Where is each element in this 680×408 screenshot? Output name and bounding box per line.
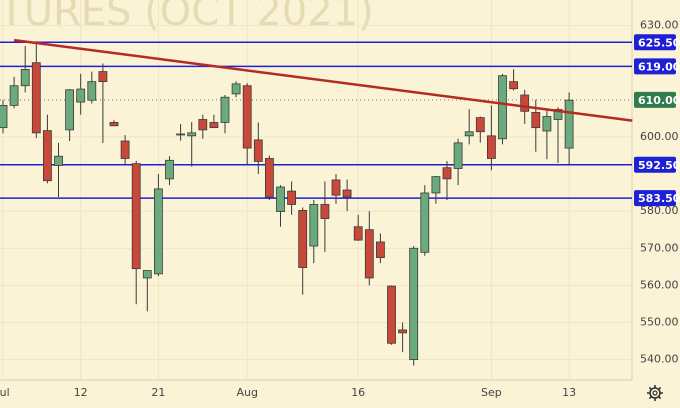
- y-tick-label: 600.00: [640, 130, 679, 143]
- price-badge-label: 610.00: [638, 94, 680, 107]
- price-badge: [634, 58, 676, 75]
- candle-body: [464, 131, 474, 137]
- price-badge-label: 592.50: [638, 159, 680, 172]
- candle-body: [31, 62, 41, 134]
- price-badge: [634, 91, 676, 108]
- y-tick-label: 630.00: [640, 19, 679, 32]
- price-badge-label: 625.50: [638, 36, 680, 49]
- candle-body: [531, 112, 541, 129]
- candle-body: [98, 71, 108, 83]
- candle-body: [87, 81, 97, 101]
- candle-body: [209, 122, 219, 129]
- candle-body: [43, 130, 52, 182]
- candle-body: [364, 229, 374, 279]
- candle-body: [176, 133, 186, 136]
- candle-body: [198, 119, 208, 131]
- y-tick-label: 550.00: [640, 315, 679, 328]
- candle-body: [298, 210, 308, 268]
- x-tick-label: 13: [562, 386, 576, 399]
- candle-body: [387, 285, 396, 344]
- candle-body: [0, 104, 8, 129]
- candle-body: [553, 109, 563, 120]
- candle-body: [276, 186, 285, 212]
- candle-body: [453, 142, 463, 169]
- watermark: UTURES (OCT 2021): [0, 0, 374, 35]
- x-tick-label: 12: [74, 386, 88, 399]
- price-badge-label: 583.50: [638, 192, 680, 205]
- candle-body: [142, 270, 152, 279]
- candle-body: [76, 88, 86, 103]
- y-tick-label: 570.00: [640, 241, 679, 254]
- y-tick-label: 540.00: [640, 353, 679, 366]
- candle-body: [498, 75, 507, 140]
- candle-body: [442, 167, 452, 180]
- candle-body: [187, 132, 197, 137]
- candle-body: [342, 189, 352, 198]
- candle-body: [131, 163, 141, 270]
- candle-body: [253, 139, 263, 162]
- trend-line: [13, 38, 633, 122]
- candle-body: [486, 135, 496, 159]
- candle-body: [398, 329, 408, 334]
- candle-body: [20, 68, 30, 87]
- candle-body: [509, 81, 519, 90]
- candle-body: [375, 241, 385, 258]
- price-badge: [634, 34, 676, 51]
- candle-body: [320, 204, 330, 219]
- candle-body: [331, 179, 341, 196]
- candle-body: [420, 192, 430, 253]
- candle-body: [409, 247, 419, 360]
- candle-body: [287, 190, 297, 205]
- candle-body: [120, 140, 130, 159]
- candle-body: [353, 226, 363, 241]
- candle-body: [475, 117, 485, 133]
- candle-body: [431, 176, 441, 194]
- x-tick-label: Jul: [0, 386, 10, 399]
- candle-body: [153, 188, 163, 275]
- candle-body: [220, 96, 230, 123]
- candle-body: [109, 122, 119, 127]
- settings-icon[interactable]: [647, 385, 663, 401]
- x-tick-label: Sep: [481, 386, 502, 399]
- candle-body: [309, 204, 319, 247]
- price-badge-label: 619.00: [638, 60, 680, 73]
- candle-body: [165, 159, 174, 180]
- y-tick-label: 560.00: [640, 278, 679, 291]
- candle-body: [264, 158, 274, 198]
- candle-body: [542, 116, 552, 132]
- y-tick-label: 580.00: [640, 204, 679, 217]
- x-tick-label: 21: [151, 386, 165, 399]
- x-tick-label: Aug: [236, 386, 257, 399]
- candle-body: [520, 94, 530, 112]
- candle-body: [65, 89, 74, 131]
- candle-body: [54, 155, 63, 166]
- candle-body: [231, 83, 241, 95]
- candle-body: [564, 99, 574, 149]
- price-badge: [634, 190, 676, 207]
- candle-body: [9, 85, 19, 106]
- price-badge: [634, 156, 676, 173]
- x-tick-label: 16: [351, 386, 365, 399]
- candle-body: [242, 85, 252, 149]
